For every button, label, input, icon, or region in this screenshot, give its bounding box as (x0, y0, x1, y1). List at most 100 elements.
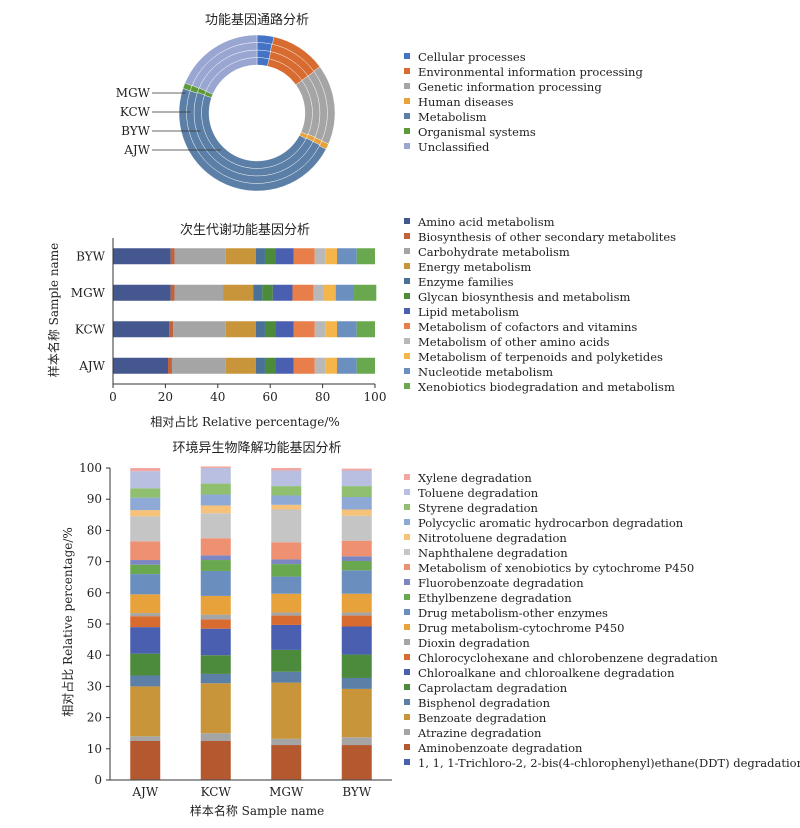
vbar-y-tick-label-80: 80 (87, 523, 102, 537)
legend-label-dioxin-degradation: Dioxin degradation (418, 636, 530, 650)
ring-label-kcw: KCW (120, 105, 151, 119)
legend-swatch-enzyme-families (404, 278, 410, 284)
vbar-segment-kcw-bisphenol-degradation (200, 673, 231, 684)
legend-swatch-genetic-information-processing (404, 83, 410, 89)
hbar-segment-byw-energy-metabolism (225, 248, 256, 265)
hbar-segment-mgw-xenobiotics-biodegradation-and-metabolism (354, 284, 377, 301)
legend-label-benzoate-degradation: Benzoate degradation (418, 711, 547, 725)
hbar-segment-ajw-xenobiotics-biodegradation-and-metabolism (356, 357, 375, 374)
legend-label-metabolism-of-other-amino-acids: Metabolism of other amino acids (418, 335, 610, 349)
vbar-y-tick-label-60: 60 (87, 586, 102, 600)
vbar-segment-mgw-aminobenzoate-degradation (271, 745, 302, 780)
hbar-x-tick-label-20: 20 (158, 390, 173, 404)
vbar-xlabel: 样本名称 Sample name (190, 803, 324, 818)
hbar-segment-ajw-amino-acid-metabolism (113, 357, 169, 374)
vbar-segment-ajw-aminobenzoate-degradation (130, 741, 161, 780)
hbar-segment-ajw-carbohydrate-metabolism (171, 357, 226, 374)
hbar-segment-byw-enzyme-families (255, 248, 265, 265)
legend-swatch-benzoate-degradation (404, 714, 410, 720)
vbar-segment-kcw-fluorobenzoate-degradation (200, 555, 231, 561)
hbar-segment-kcw-metabolism-of-other-amino-acids (314, 321, 326, 338)
vbar-segment-byw-bisphenol-degradation (341, 677, 372, 689)
hbar-xlabel: 相对占比 Relative percentage/% (150, 414, 340, 429)
xenobiotic-degradation-bar-chart: 环境异生物降解功能基因分析 AJW KCW MGW BYW 0 10 20 30 40 50 60 7… (60, 441, 800, 818)
vbar-segment-kcw-atrazine-degradation (200, 733, 231, 741)
legend-swatch-drug-metabolism-cytochrome-p450 (404, 624, 410, 630)
vbar-segment-ajw-toluene-degradation (130, 471, 161, 489)
vbar-segment-mgw-caprolactam-degradation (271, 649, 302, 672)
vbar-segment-kcw-styrene-degradation (200, 483, 231, 495)
legend-swatch-unclassified (404, 143, 410, 149)
vbar-segment-kcw-metabolism-of-xenobiotics-by-cytochrome-p450 (200, 538, 231, 556)
legend-swatch-metabolism-of-other-amino-acids (404, 338, 410, 344)
legend-label-human-diseases: Human diseases (418, 95, 514, 109)
legend-label-enzyme-families: Enzyme families (418, 275, 514, 289)
vbar-segment-byw-fluorobenzoate-degradation (341, 556, 372, 561)
vbar-segment-ajw-styrene-degradation (130, 488, 161, 498)
legend-swatch-energy-metabolism (404, 263, 410, 269)
hbar-category-label-mgw: MGW (71, 286, 106, 300)
vbar-segment-ajw-fluorobenzoate-degradation (130, 560, 161, 565)
hbar-segment-ajw-lipid-metabolism (275, 357, 294, 374)
legend-label-amino-acid-metabolism: Amino acid metabolism (417, 215, 555, 229)
vbar-segment-ajw-chlorocyclohexane-and-chlorobenzene-degradation (130, 616, 161, 628)
vbar-segment-kcw-toluene-degradation (200, 468, 231, 484)
legend-swatch-dioxin-degradation (404, 639, 410, 645)
vbar-y-tick-label-40: 40 (87, 648, 102, 662)
legend-label-xylene-degradation: Xylene degradation (418, 471, 532, 485)
vbar-segment-ajw-chloroalkane-and-chloroalkene-degradation (130, 627, 161, 654)
legend-label-chloroalkane-and-chloroalkene-degradation: Chloroalkane and chloroalkene degradatio… (418, 666, 675, 680)
legend-swatch-lipid-metabolism (404, 308, 410, 314)
hbar-segment-ajw-metabolism-of-other-amino-acids (314, 357, 326, 374)
vbar-segment-byw-caprolactam-degradation (341, 654, 372, 678)
hbar-category-label-ajw: AJW (78, 359, 105, 373)
vbar-segment-byw-polycyclic-aromatic-hydrocarbon-degradation (341, 497, 372, 510)
vbar-segment-mgw-bisphenol-degradation (271, 671, 302, 683)
legend-swatch-xylene-degradation (404, 474, 410, 480)
legend-swatch-metabolism-of-terpenoids-and-polyketides (404, 353, 410, 359)
vbar-segment-byw-drug-metabolism-cytochrome-p450 (341, 593, 372, 613)
legend-label-aminobenzoate-degradation: Aminobenzoate degradation (417, 741, 583, 755)
vbar-segment-ajw-caprolactam-degradation (130, 653, 161, 676)
vbar-segment-mgw-xylene-degradation (271, 468, 302, 471)
legend-swatch-human-diseases (404, 98, 410, 104)
hbar-ylabel: 样本名称 Sample name (46, 243, 61, 377)
legend-label-cellular-processes: Cellular processes (418, 50, 526, 64)
hbar-segment-mgw-metabolism-of-other-amino-acids (313, 284, 324, 301)
vbar-segment-mgw-polycyclic-aromatic-hydrocarbon-degradation (271, 495, 302, 505)
vbar-segment-byw-naphthalene-degradation (341, 515, 372, 541)
legend-swatch-xenobiotics-biodegradation-and-metabolism (404, 383, 410, 389)
legend-swatch-environmental-information-processing (404, 68, 410, 74)
vbar-segment-byw-nitrotoluene-degradation (341, 509, 372, 516)
hbar-x-tick-label-0: 0 (109, 390, 117, 404)
vbar-segment-mgw-styrene-degradation (271, 486, 302, 496)
legend-label-ethylbenzene-degradation: Ethylbenzene degradation (418, 591, 572, 605)
vbar-y-tick-label-90: 90 (87, 492, 102, 506)
vbar-segment-byw-atrazine-degradation (341, 737, 372, 746)
legend-label-styrene-degradation: Styrene degradation (418, 501, 538, 515)
donut-title: 功能基因通路分析 (205, 12, 309, 28)
hbar-segment-byw-carbohydrate-metabolism (174, 248, 226, 265)
legend-label-lipid-metabolism: Lipid metabolism (418, 305, 519, 319)
legend-label-metabolism-of-cofactors-and-vitamins: Metabolism of cofactors and vitamins (418, 320, 637, 334)
legend-label-biosynthesis-of-other-secondary-metabolites: Biosynthesis of other secondary metaboli… (418, 230, 676, 244)
legend-label-toluene-degradation: Toluene degradation (418, 486, 539, 500)
vbar-segment-ajw-dioxin-degradation (130, 613, 161, 617)
vbar-segment-byw-xylene-degradation (341, 468, 372, 471)
vbar-segment-ajw-nitrotoluene-degradation (130, 510, 161, 517)
hbar-segment-byw-metabolism-of-other-amino-acids (314, 248, 326, 265)
hbar-segment-kcw-carbohydrate-metabolism (173, 321, 226, 338)
legend-swatch-1-1-1-trichloro-2-2-bis-4-chlorophenyl-ethane-ddt-degradation (404, 759, 410, 765)
hbar-segment-kcw-amino-acid-metabolism (113, 321, 170, 338)
hbar-segment-kcw-energy-metabolism (225, 321, 256, 338)
hbar-segment-kcw-metabolism-of-cofactors-and-vitamins (293, 321, 315, 338)
vbar-segment-byw-aminobenzoate-degradation (341, 745, 372, 780)
vbar-y-tick-label-50: 50 (87, 617, 102, 631)
vbar-segment-ajw-bisphenol-degradation (130, 675, 161, 687)
vbar-segment-mgw-atrazine-degradation (271, 738, 302, 746)
hbar-segment-ajw-energy-metabolism (225, 357, 256, 374)
vbar-segment-byw-benzoate-degradation (341, 688, 372, 738)
vbar-segment-ajw-drug-metabolism-cytochrome-p450 (130, 594, 161, 614)
